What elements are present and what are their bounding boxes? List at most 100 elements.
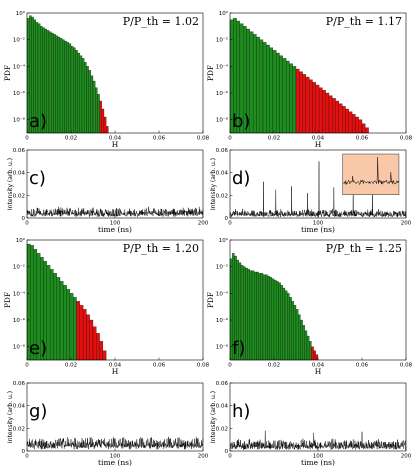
panel-label: e) — [29, 338, 47, 359]
y-tick-label: 0.06 — [13, 148, 26, 154]
y-tick-label: 10⁻² — [13, 37, 25, 44]
histogram-bar — [95, 87, 98, 134]
plot-frame — [26, 149, 204, 219]
histogram-bar — [49, 269, 54, 361]
histogram-bar — [272, 50, 277, 134]
panel-label: g) — [29, 401, 47, 422]
x-axis-label: time (ns) — [301, 225, 335, 234]
x-tick-label: 0.02 — [65, 363, 77, 369]
y-tick-label: 10⁻² — [216, 37, 228, 44]
histogram-bar — [348, 111, 353, 134]
histogram-bar — [51, 32, 54, 134]
x-tick-label: 0 — [228, 363, 232, 369]
histogram-bar — [97, 94, 100, 134]
histogram-bar — [292, 66, 297, 134]
histogram-bar — [46, 30, 50, 134]
y-tick-label: 10⁻⁶ — [13, 317, 26, 324]
histogram-bar — [276, 281, 279, 361]
panel-label: c) — [29, 168, 46, 189]
y-tick-label: 10⁻⁴ — [13, 63, 26, 70]
histogram-bar — [282, 287, 286, 361]
histogram-bar — [313, 350, 316, 361]
intensity-trace — [229, 430, 407, 450]
histogram-bar — [266, 44, 270, 134]
x-tick-label: 100 — [110, 454, 121, 460]
y-tick-label: 10⁰ — [219, 10, 229, 17]
x-tick-label: 100 — [110, 221, 121, 227]
x-tick-label: 0.02 — [268, 363, 280, 369]
y-tick-label: 0 — [22, 449, 26, 455]
y-tick-label: 0.04 — [13, 404, 26, 410]
panel-label: d) — [232, 168, 250, 189]
y-axis-label: Intensity (arb. u.) — [210, 391, 217, 443]
x-tick-label: 0.04 — [312, 136, 325, 142]
x-tick-label: 200 — [401, 454, 412, 460]
histogram-bar — [335, 100, 340, 134]
histogram-bar — [73, 297, 77, 361]
histogram-bar — [278, 282, 281, 361]
histogram-bar — [59, 38, 63, 134]
histogram-bar — [92, 326, 97, 361]
histogram-bar — [99, 341, 104, 361]
y-tick-label: 10⁻⁴ — [216, 63, 229, 70]
histogram-bar — [247, 269, 250, 361]
histogram-bar — [258, 273, 261, 361]
histogram-bar — [293, 305, 297, 361]
x-tick-label: 0 — [25, 136, 29, 142]
y-tick-label: 0.06 — [216, 148, 229, 154]
x-tick-label: 200 — [198, 221, 209, 227]
histogram-bar — [295, 68, 300, 134]
histogram-bars — [229, 18, 369, 134]
y-tick-label: 0.04 — [216, 171, 229, 177]
x-tick-label: 0.08 — [197, 136, 210, 142]
histogram-bar — [256, 271, 259, 361]
histogram-bar — [56, 277, 61, 361]
histogram-bar — [342, 106, 346, 134]
histogram-bar — [90, 75, 94, 134]
y-tick-label: 0.06 — [13, 381, 26, 387]
histogram-bar — [311, 346, 314, 361]
histogram-bar — [318, 87, 323, 134]
histogram-bars — [26, 15, 109, 134]
histogram-bar — [322, 90, 326, 134]
y-axis-label: PDF — [3, 292, 12, 308]
histogram-bar — [279, 55, 283, 134]
histogram-bar — [300, 319, 303, 361]
inset-trace — [342, 157, 400, 186]
histogram-bar — [265, 274, 268, 361]
histogram-bar — [259, 39, 264, 134]
histogram-bar — [77, 52, 80, 134]
y-tick-label: 10⁻² — [13, 264, 25, 271]
histogram-bar — [284, 290, 288, 361]
histogram-bar — [106, 126, 109, 134]
histogram-bar — [86, 314, 90, 361]
histogram-bar — [309, 341, 312, 361]
y-tick-label: 10⁻⁸ — [216, 344, 229, 351]
histogram-bar — [315, 84, 320, 134]
histogram-bar — [251, 270, 255, 361]
y-axis-label: Intensity (arb. u.) — [7, 158, 14, 210]
x-tick-label: 200 — [401, 221, 412, 227]
histogram-bar — [53, 34, 56, 134]
histogram-bar — [328, 95, 333, 134]
histogram-bar — [262, 42, 267, 134]
panel-label: b) — [232, 111, 250, 132]
histogram-bar — [256, 36, 260, 134]
histogram-bar — [99, 100, 102, 134]
histogram-bar — [69, 293, 74, 361]
y-tick-label: 10⁻⁸ — [216, 117, 229, 124]
intensity-trace — [229, 161, 407, 218]
inset-frame — [342, 153, 400, 195]
y-tick-label: 10⁻⁶ — [216, 90, 229, 97]
histogram-bar — [299, 71, 303, 134]
histogram-bar — [269, 277, 272, 361]
histogram-bar — [66, 289, 71, 361]
histogram-bar — [81, 58, 85, 134]
x-axis-label: H — [112, 367, 119, 376]
y-tick-label: 0 — [225, 449, 229, 455]
y-axis-label: PDF — [206, 65, 215, 81]
panel-label: a) — [29, 111, 47, 132]
x-tick-label: 0 — [228, 136, 232, 142]
y-axis-label: PDF — [206, 292, 215, 308]
histogram-bar — [96, 333, 100, 361]
